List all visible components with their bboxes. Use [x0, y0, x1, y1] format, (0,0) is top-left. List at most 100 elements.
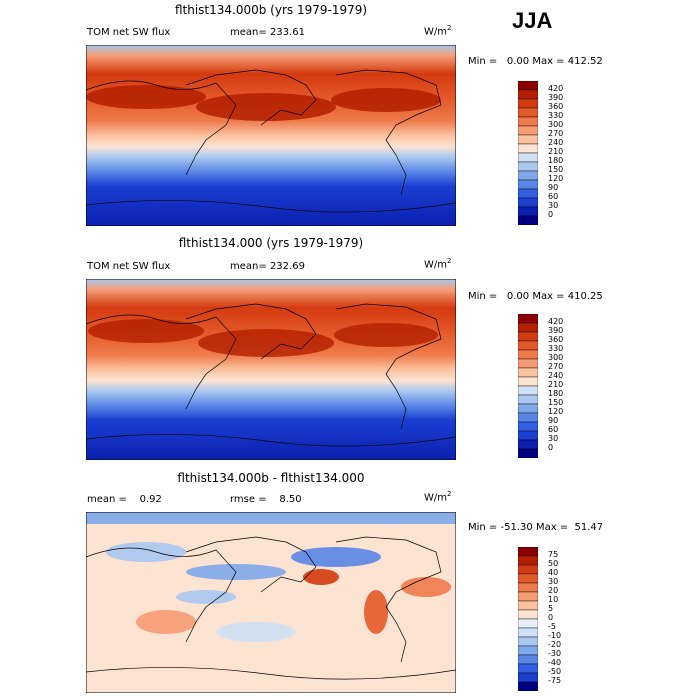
panel2-colorbar-swatch: [517, 340, 539, 351]
panel2-colorbar-label: 210: [548, 380, 564, 389]
panel3-rmse-value: 8.50: [279, 494, 302, 505]
panel1-colorbar-label: 180: [548, 156, 564, 165]
panel3-colorbar-swatch: [517, 564, 539, 575]
panel2-colorbar-label: 90: [548, 416, 559, 425]
panel3-colorbar-label: 0: [548, 613, 554, 622]
panel1-colorbar-swatch: [517, 206, 539, 217]
panel1-min-max: Min = 0.00 Max = 412.52: [468, 56, 603, 67]
panel2-colorbar-label: 420: [548, 317, 564, 326]
panel1-colorbar-label: 0: [548, 210, 554, 219]
panel1-colorbar-swatch: [517, 80, 539, 91]
panel3-units: W/m2: [424, 490, 452, 504]
panel2-colorbar: [517, 313, 539, 462]
panel3-colorbar-label: -5: [548, 622, 556, 631]
panel3-colorbar-swatch: [517, 663, 539, 674]
panel3-colorbar-label: 30: [548, 577, 559, 586]
panel1-colorbar-label: 420: [548, 84, 564, 93]
panel2-colorbar-label: 120: [548, 407, 564, 416]
panel1-colorbar-label: 330: [548, 111, 564, 120]
panel1-colorbar-swatch: [517, 125, 539, 136]
panel3-colorbar-label: 20: [548, 586, 559, 595]
panel3-colorbar-label: 75: [548, 550, 559, 559]
panel3-colorbar-swatch: [517, 609, 539, 620]
panel1-colorbar-label: 150: [548, 165, 564, 174]
panel3-colorbar-swatch: [517, 573, 539, 584]
panel3-colorbar-label: -50: [548, 667, 562, 676]
panel1-colorbar-label: 120: [548, 174, 564, 183]
panel1-colorbar-swatch: [517, 197, 539, 208]
panel3-mean-label: mean = 0.92: [87, 494, 162, 505]
panel2-colorbar-label: 180: [548, 389, 564, 398]
panel3-colorbar: [517, 546, 539, 695]
panel3-map: [86, 512, 456, 693]
panel3-colorbar-swatch: [517, 600, 539, 611]
panel2-colorbar-label: 240: [548, 371, 564, 380]
panel2-colorbar-label: 270: [548, 362, 564, 371]
panel2-colorbar-swatch: [517, 349, 539, 360]
panel3-title: flthist134.000b - flthist134.000: [177, 471, 365, 485]
panel1-mean-value: 233.61: [269, 27, 305, 38]
panel2-colorbar-swatch: [517, 394, 539, 405]
panel1-colorbar-swatch: [517, 152, 539, 163]
panel1-colorbar-label: 60: [548, 192, 559, 201]
panel3-colorbar-swatch: [517, 555, 539, 566]
panel2-colorbar-swatch: [517, 430, 539, 441]
panel2-variable-label: TOM net SW flux: [87, 261, 171, 272]
panel1-colorbar-swatch: [517, 161, 539, 172]
panel1-colorbar-label: 390: [548, 93, 564, 102]
panel3-colorbar-label: 40: [548, 568, 559, 577]
panel2-colorbar-swatch: [517, 385, 539, 396]
panel1-colorbar-swatch: [517, 215, 539, 226]
panel2-colorbar-swatch: [517, 331, 539, 342]
panel2-colorbar-swatch: [517, 322, 539, 333]
panel1-colorbar-swatch: [517, 170, 539, 181]
panel3-colorbar-label: -20: [548, 640, 562, 649]
panel2-colorbar-swatch: [517, 439, 539, 450]
panel1-colorbar-label: 270: [548, 129, 564, 138]
panel2-colorbar-label: 150: [548, 398, 564, 407]
panel3-colorbar-label: -10: [548, 631, 562, 640]
panel3-colorbar-label: 5: [548, 604, 554, 613]
panel1-colorbar-swatch: [517, 98, 539, 109]
panel3-colorbar-swatches: [517, 546, 539, 692]
panel1-colorbar-label: 210: [548, 147, 564, 156]
panel1-map: [86, 45, 456, 226]
season-label: JJA: [512, 8, 553, 33]
panel3-colorbar-swatch: [517, 627, 539, 638]
panel1-colorbar-label: 300: [548, 120, 564, 129]
panel3-colorbar-swatch: [517, 654, 539, 665]
panel3-rmse-label: rmse = 8.50: [230, 494, 302, 505]
panel1-colorbar-swatch: [517, 143, 539, 154]
panel2-colorbar-label: 330: [548, 344, 564, 353]
panel1-colorbar-label: 240: [548, 138, 564, 147]
panel3-colorbar-label: -75: [548, 676, 562, 685]
panel3-colorbar-label: 10: [548, 595, 559, 604]
panel1-colorbar-swatches: [517, 80, 539, 226]
panel1-variable-label: TOM net SW flux: [87, 27, 171, 38]
panel2-units: W/m2: [424, 257, 452, 271]
panel2-colorbar-label: 30: [548, 434, 559, 443]
panel1-colorbar-swatch: [517, 107, 539, 118]
panel1-colorbar-label: 360: [548, 102, 564, 111]
panel3-colorbar-swatch: [517, 645, 539, 656]
panel2-colorbar-swatch: [517, 367, 539, 378]
panel2-colorbar-swatches: [517, 313, 539, 459]
panel1-mean-label: mean= 233.61: [230, 27, 305, 38]
panel3-min-max: Min = -51.30 Max = 51.47: [468, 522, 604, 533]
panel1-colorbar-swatch: [517, 116, 539, 127]
panel1-units: W/m2: [424, 24, 452, 38]
panel2-min-max: Min = 0.00 Max = 410.25: [468, 291, 603, 302]
panel1-colorbar-swatch: [517, 188, 539, 199]
panel3-colorbar-swatch: [517, 636, 539, 647]
panel2-map: [86, 279, 456, 460]
panel2-colorbar-label: 360: [548, 335, 564, 344]
panel1-colorbar-swatch: [517, 134, 539, 145]
panel2-title: flthist134.000 (yrs 1979-1979): [178, 236, 364, 250]
panel2-colorbar-swatch: [517, 358, 539, 369]
panel2-colorbar-label: 300: [548, 353, 564, 362]
panel2-mean-value: 232.69: [269, 261, 305, 272]
panel2-mean-label: mean= 232.69: [230, 261, 305, 272]
panel2-colorbar-label: 60: [548, 425, 559, 434]
panel1-colorbar-swatch: [517, 179, 539, 190]
